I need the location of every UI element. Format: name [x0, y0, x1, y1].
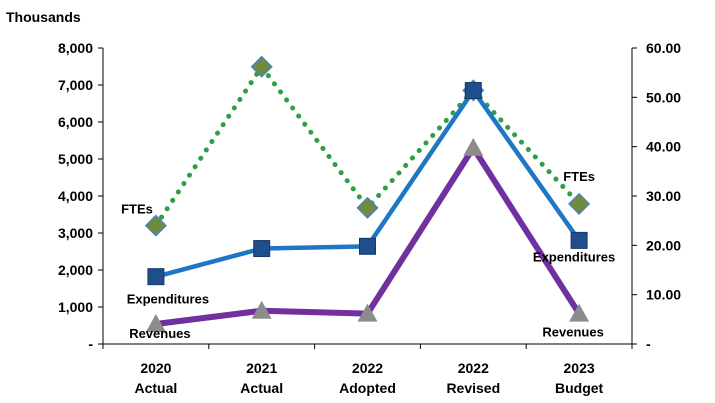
left-tick-label: 3,000	[58, 225, 93, 241]
x-tick-label: 2021	[246, 360, 277, 376]
marker-expenditures	[570, 231, 588, 249]
left-tick-label: -	[88, 336, 93, 352]
marker-ftes	[144, 214, 167, 237]
left-tick-label: 8,000	[58, 40, 93, 56]
series-line-ftes	[153, 64, 582, 229]
marker-expenditures	[464, 82, 482, 100]
axes: - 1,000 2,000 3,000 4,000 5,000 6,000 7,000 8,00…	[58, 40, 681, 396]
x-tick-label: Actual	[240, 380, 283, 396]
right-tick-label: 10.00	[646, 287, 681, 303]
marker-revenues	[145, 314, 166, 333]
left-tick-label: 1,000	[58, 299, 93, 315]
series-line-revenues	[152, 144, 583, 328]
annotation-revenues: Revenues	[129, 326, 190, 341]
marker-revenues	[569, 303, 590, 322]
marker-revenues	[357, 303, 378, 322]
annotation-revenues: Revenues	[542, 325, 603, 340]
series-lines	[152, 64, 583, 328]
right-tick-label: 20.00	[646, 237, 681, 253]
left-tick-label: 4,000	[58, 188, 93, 204]
left-tick-label: 5,000	[58, 151, 93, 167]
marker-ftes	[568, 192, 591, 215]
right-tick-label: -	[646, 336, 651, 352]
marker-ftes	[250, 55, 273, 78]
right-tick-label: 40.00	[646, 139, 681, 155]
x-tick-label: Adopted	[339, 380, 396, 396]
x-tick-label: Budget	[555, 380, 604, 396]
annotation-ftes: FTEs	[121, 202, 153, 217]
annotation-expenditures: Expenditures	[127, 292, 209, 307]
marker-expenditures	[359, 237, 376, 255]
marker-expenditures	[147, 268, 165, 286]
left-tick-label: 6,000	[58, 114, 93, 130]
right-tick-label: 30.00	[646, 188, 681, 204]
annotation-expenditures: Expenditures	[533, 249, 615, 264]
series-markers	[144, 55, 591, 333]
annotations: FTEs Expenditures Revenues FTEs Expenditures…	[121, 169, 615, 341]
x-tick-label: 2020	[140, 360, 171, 376]
marker-expenditures	[253, 240, 271, 258]
x-tick-label: 2022	[458, 360, 489, 376]
annotation-ftes: FTEs	[563, 169, 595, 184]
marker-revenues	[463, 137, 484, 156]
x-tick-label: 2023	[564, 360, 595, 376]
left-tick-label: 7,000	[58, 77, 93, 93]
x-tick-label: Revised	[446, 380, 500, 396]
right-tick-label: 60.00	[646, 40, 681, 56]
x-tick-label: Actual	[135, 380, 178, 396]
marker-ftes	[356, 196, 379, 219]
marker-revenues	[251, 300, 272, 319]
right-tick-label: 50.00	[646, 89, 681, 105]
left-tick-label: 2,000	[58, 262, 93, 278]
unit-label: Thousands	[6, 9, 81, 25]
x-tick-label: 2022	[352, 360, 383, 376]
